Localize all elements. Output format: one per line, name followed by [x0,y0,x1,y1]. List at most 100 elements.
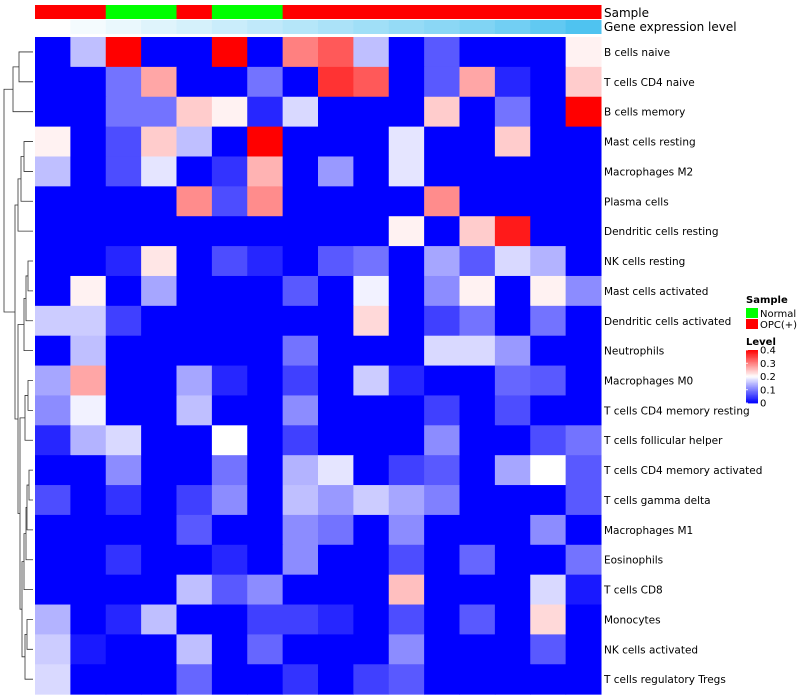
heatmap-cell [176,96,213,128]
row-label: B cells memory [604,107,685,119]
heatmap-cell [530,96,567,128]
dendrogram-branch [26,484,33,531]
row-label: Macrophages M2 [604,166,693,178]
dendrogram-branch [21,561,25,658]
heatmap-cell [141,275,178,307]
heatmap-cell [459,664,496,695]
heatmap-cell [494,335,531,367]
heatmap-cell [70,96,107,128]
heatmap-cell [318,604,354,635]
heatmap-cell [141,126,178,157]
heatmap-cell [211,485,248,516]
heatmap-cell [318,544,354,576]
heatmap-cell [530,634,567,665]
heatmap-cell [494,275,531,307]
heatmap-cell [282,455,319,486]
heatmap-cell [70,514,107,546]
heatmap-cell [424,544,461,576]
sample-annotation-cell [70,5,107,19]
expression-annotation-cell [388,20,425,34]
heatmap-cell [459,574,496,606]
heatmap-cell [424,514,461,546]
heatmap-cell [318,186,354,217]
heatmap-cell [565,66,602,98]
heatmap-cell [211,156,248,187]
dendrogram-branch [27,260,33,292]
heatmap-cell [282,514,319,546]
level-bar-segment [746,379,758,381]
dendrogram-branch [12,66,33,113]
sample-annotation-cell [282,5,319,19]
heatmap-cell [211,305,248,337]
heatmap-cell [530,216,567,247]
heatmap-cell [141,514,178,546]
heatmap-cell [424,156,461,187]
heatmap-cell [176,216,213,247]
heatmap-cell [388,395,425,426]
heatmap-cell [530,335,567,367]
heatmap-cell [494,664,531,695]
sample-annotation-cell [494,5,531,19]
heatmap-cell [424,425,461,456]
heatmap-cell [424,186,461,217]
level-bar-segment [746,353,758,356]
heatmap-cell [141,455,178,486]
heatmap-cell [530,37,567,68]
heatmap-cell [565,425,602,456]
heatmap-cell [353,186,390,217]
heatmap-cell [141,37,178,68]
heatmap-cell [459,96,496,128]
heatmap-cell [424,66,461,98]
heatmap-cell [105,514,142,546]
heatmap-cell [565,126,602,157]
heatmap-cell [35,66,71,98]
heatmap-cell [388,126,425,157]
heatmap-cell [105,365,142,396]
heatmap-cell [211,126,248,157]
heatmap-cell [105,156,142,187]
heatmap-cell [494,485,531,516]
heatmap-cell [211,574,248,606]
heatmap-cell [318,96,354,128]
heatmap-cell [530,305,567,337]
heatmap-cell [424,455,461,486]
heatmap-cell [70,425,107,456]
heatmap-cell [70,246,107,277]
heatmap-cell [459,216,496,247]
heatmap-cell [70,216,107,247]
heatmap-cell [35,574,71,606]
heatmap-cell [211,96,248,128]
heatmap-cell [494,514,531,546]
heatmap-cell [530,664,567,695]
heatmap-cell [565,186,602,217]
level-bar-segment [746,375,758,377]
sample-legend-title: Sample [746,295,788,306]
heatmap-cell [70,335,107,367]
heatmap-cell [424,395,461,426]
heatmap-cell [530,275,567,307]
heatmap-cell [70,544,107,576]
heatmap-cell [459,544,496,576]
heatmap-cell [211,604,248,635]
heatmap-cell [282,544,319,576]
expression-annotation-cell [565,20,602,34]
heatmap-cell [424,664,461,695]
heatmap-cell [388,425,425,456]
heatmap-cell [530,514,567,546]
heatmap-cell [70,485,107,516]
heatmap-cell [424,246,461,277]
heatmap-cell [70,604,107,635]
heatmap-cell [282,425,319,456]
heatmap-cell [565,335,602,367]
heatmap-cell [424,275,461,307]
heatmap-cell [424,126,461,157]
heatmap-cell [211,634,248,665]
sample-annotation-label: Sample [604,6,649,20]
heatmap-cell [247,634,284,665]
row-label: Dendritic cells resting [604,226,719,238]
heatmap-cell [70,664,107,695]
heatmap-cell [424,335,461,367]
level-color-bar [746,350,758,404]
sample-annotation-cell [141,5,178,19]
heatmap-cell [353,37,390,68]
